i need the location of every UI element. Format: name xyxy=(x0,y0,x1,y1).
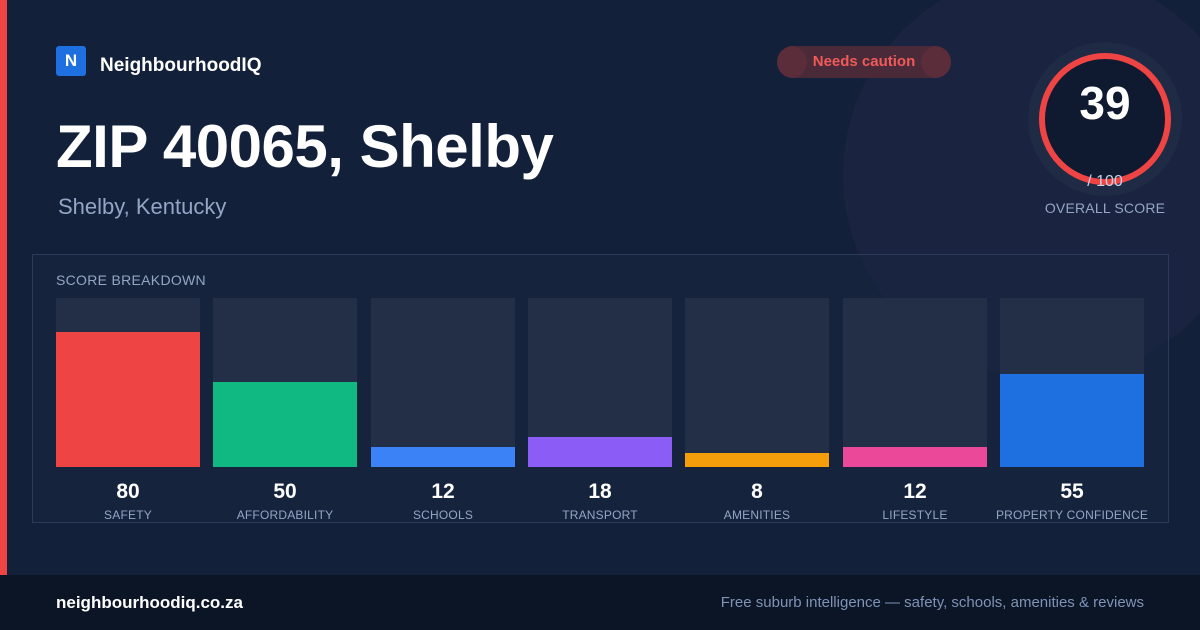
bar-value: 55 xyxy=(1060,480,1084,503)
bar-fill xyxy=(371,447,515,467)
bar-value: 50 xyxy=(273,480,297,503)
score-bar-affordability: 50 AFFORDABILITY xyxy=(213,298,357,523)
status-badge-text: Needs caution xyxy=(812,53,916,70)
overall-score-value: 39 xyxy=(1079,77,1131,129)
bar-value: 12 xyxy=(903,480,927,503)
score-bar-transport: 18 TRANSPORT xyxy=(528,298,672,523)
bar-label: SCHOOLS xyxy=(412,508,474,522)
bar-label: SAFETY xyxy=(104,508,152,522)
footer-tagline: Free suburb intelligence — safety, schoo… xyxy=(720,594,1144,611)
bar-label: PROPERTY CONFIDENCE xyxy=(995,508,1149,522)
bar-fill xyxy=(56,332,200,467)
bar-fill xyxy=(528,437,672,467)
score-breakdown-title: SCORE BREAKDOWN xyxy=(56,272,206,288)
bar-track xyxy=(213,298,357,467)
overall-score-max: / 100 xyxy=(1087,173,1123,190)
overall-score-label: OVERALL SCORE xyxy=(1044,200,1166,216)
bar-value: 12 xyxy=(431,480,455,503)
bar-track xyxy=(528,298,672,467)
score-breakdown-bars: 80 SAFETY 50 AFFORDABILITY 12 SCHOOLS 18 TRANSP… xyxy=(56,298,1148,523)
bar-value: 8 xyxy=(751,480,763,503)
overall-score-ring: 39 / 100 xyxy=(1028,42,1182,196)
badge-cap-left xyxy=(777,46,807,78)
score-ring-arc xyxy=(1039,53,1171,185)
page-subtitle: Shelby, Kentucky xyxy=(58,194,227,219)
bar-track xyxy=(843,298,987,467)
bar-fill xyxy=(1000,374,1144,467)
bar-label: AMENITIES xyxy=(723,508,791,522)
bar-fill xyxy=(213,382,357,467)
bar-fill xyxy=(843,447,987,467)
score-bar-lifestyle: 12 LIFESTYLE xyxy=(843,298,987,523)
bar-label: LIFESTYLE xyxy=(882,508,948,522)
badge-cap-right xyxy=(921,46,951,78)
brand-name: NeighbourhoodIQ xyxy=(100,55,262,76)
accent-stripe xyxy=(0,0,7,575)
bar-value: 80 xyxy=(116,480,140,503)
brand-logo-icon: N xyxy=(56,46,86,76)
bar-track xyxy=(1000,298,1144,467)
bar-value: 18 xyxy=(588,480,612,503)
bar-track xyxy=(685,298,829,467)
status-badge: Needs caution xyxy=(777,46,951,78)
bar-track xyxy=(56,298,200,467)
score-bar-property-confidence: 55 PROPERTY CONFIDENCE xyxy=(996,298,1148,523)
brand[interactable]: N NeighbourhoodIQ xyxy=(56,46,261,76)
score-bar-safety: 80 SAFETY xyxy=(56,298,200,523)
score-bar-schools: 12 SCHOOLS xyxy=(371,298,515,523)
footer: neighbourhoodiq.co.za Free suburb intell… xyxy=(0,575,1200,630)
bar-label: TRANSPORT xyxy=(562,508,638,522)
score-bar-amenities: 8 AMENITIES xyxy=(685,298,829,523)
bar-label: AFFORDABILITY xyxy=(236,508,334,522)
footer-url-link[interactable]: neighbourhoodiq.co.za xyxy=(56,593,243,612)
page-title: ZIP 40065, Shelby xyxy=(56,113,554,180)
bar-fill xyxy=(685,453,829,467)
bar-track xyxy=(371,298,515,467)
score-ring-svg xyxy=(1028,42,1182,196)
